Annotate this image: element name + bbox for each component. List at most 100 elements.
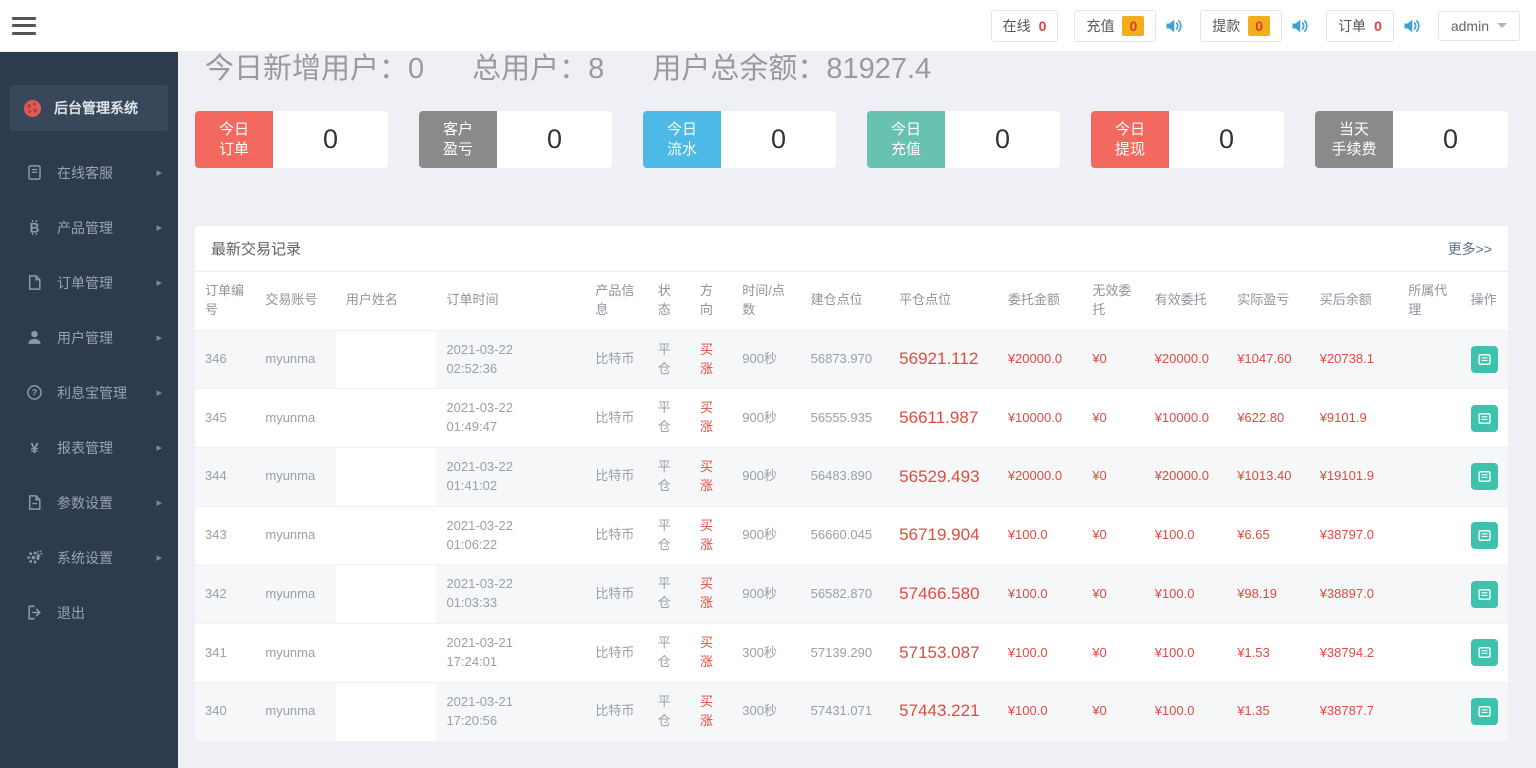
cell-close: 57443.221 — [889, 682, 998, 742]
chevron-right-icon: ▸ — [156, 387, 162, 399]
cell-valid: ¥100.0 — [1144, 506, 1228, 566]
cell-balance: ¥19101.9 — [1309, 447, 1399, 507]
stat-total-users-label: 总用户： — [472, 53, 589, 85]
stat-total-users-value: 8 — [588, 53, 605, 85]
cell-agent — [1398, 682, 1461, 742]
svg-text:B: B — [30, 219, 40, 235]
topbar-counter-group: 在线 0 — [990, 9, 1059, 42]
counter-label: 提款 — [1212, 17, 1241, 34]
sidebar-item-0[interactable]: 在线客服 ▸ — [0, 145, 178, 200]
cell-valid: ¥20000.0 — [1144, 330, 1228, 390]
sidebar-item-1[interactable]: B 产品管理 ▸ — [0, 200, 178, 255]
cell-valid: ¥100.0 — [1144, 564, 1228, 625]
chevron-right-icon: ▸ — [156, 497, 162, 509]
sidebar-item-label: 订单管理 — [57, 274, 113, 291]
sidebar-item-2[interactable]: 订单管理 ▸ — [0, 255, 178, 310]
cell-open: 56873.970 — [800, 330, 890, 390]
stat-total-balance-value: 81927.4 — [826, 53, 932, 85]
col-header-4: 产品信息 — [585, 272, 648, 331]
cell-invalid: ¥0 — [1082, 447, 1145, 507]
cell-time: 2021-03-21 17:24:01 — [436, 623, 586, 683]
sidebar-item-3[interactable]: 用户管理 ▸ — [0, 310, 178, 365]
cell-account: myunma — [255, 623, 336, 683]
admin-username: admin — [1450, 17, 1489, 34]
speaker-icon[interactable] — [1290, 16, 1310, 36]
table-row: 340 myunma 2021-03-21 17:20:56 比特币 平仓 买涨 300秒 5… — [195, 682, 1508, 742]
col-header-10: 委托金额 — [997, 272, 1083, 331]
cell-duration: 900秒 — [732, 506, 801, 566]
cell-time: 2021-03-22 01:03:33 — [436, 564, 586, 625]
sidebar-item-5[interactable]: ¥ 报表管理 ▸ — [0, 420, 178, 475]
cell-invalid: ¥0 — [1082, 330, 1145, 390]
cell-direction: 买涨 — [689, 506, 733, 566]
cell-product: 比特币 — [585, 564, 648, 625]
col-header-5: 状态 — [647, 272, 690, 331]
trades-table: 订单编号 交易账号 用户姓名 订单时间 产品信息 状态 方向 时间/点数 建仓点位 平仓点位 委托金… — [195, 272, 1508, 742]
row-detail-button[interactable] — [1470, 346, 1498, 374]
sidebar-item-7[interactable]: 系统设置 ▸ — [0, 530, 178, 585]
cell-duration: 900秒 — [732, 388, 801, 449]
stat-card-label: 今日 提现 — [1091, 111, 1169, 168]
cell-account: myunma — [255, 682, 336, 742]
cell-profit: ¥6.65 — [1227, 506, 1310, 566]
cell-direction: 买涨 — [689, 564, 733, 625]
topbar-counter-group: 提款 0 — [1200, 9, 1310, 42]
cell-status: 平仓 — [647, 623, 690, 683]
topbar-counter-1[interactable]: 充值 0 — [1074, 9, 1157, 42]
cell-product: 比特币 — [585, 506, 648, 566]
row-detail-button[interactable] — [1470, 639, 1498, 667]
row-detail-button[interactable] — [1470, 580, 1498, 608]
cell-name — [335, 330, 437, 390]
table-row: 346 myunma 2021-03-22 02:52:36 比特币 平仓 买涨 900秒 5… — [195, 330, 1508, 390]
cell-close: 57153.087 — [889, 623, 998, 683]
speaker-icon[interactable] — [1402, 16, 1422, 36]
col-header-8: 建仓点位 — [800, 272, 890, 331]
chevron-right-icon: ▸ — [156, 167, 162, 179]
sidebar-item-8[interactable]: 退出 — [0, 585, 178, 640]
sidebar-item-6[interactable]: 参数设置 ▸ — [0, 475, 178, 530]
sidebar-item-4[interactable]: ? 利息宝管理 ▸ — [0, 365, 178, 420]
col-header-14: 买后余额 — [1309, 272, 1399, 331]
row-detail-button[interactable] — [1470, 463, 1498, 491]
cell-amount: ¥100.0 — [997, 506, 1083, 566]
topbar-counter-3[interactable]: 订单 0 — [1326, 9, 1394, 42]
cell-direction: 买涨 — [689, 447, 733, 507]
topbar-counter-2[interactable]: 提款 0 — [1200, 9, 1283, 42]
cell-valid: ¥100.0 — [1144, 623, 1228, 683]
sidebar-brand[interactable]: 后台管理系统 — [10, 85, 168, 131]
row-detail-button[interactable] — [1470, 404, 1498, 432]
admin-dropdown[interactable]: admin — [1437, 10, 1520, 41]
cell-account: myunma — [255, 506, 336, 566]
bitcoin-icon: B — [26, 219, 43, 236]
cell-agent — [1398, 564, 1461, 625]
stat-total-users: 总用户：8 — [472, 45, 604, 87]
sidebar-item-label: 用户管理 — [57, 329, 113, 346]
cell-agent — [1398, 388, 1461, 449]
cell-open: 56660.045 — [800, 506, 890, 566]
col-header-7: 时间/点数 — [732, 272, 801, 331]
stat-card-label: 今日 流水 — [643, 111, 721, 168]
topbar-counter-0[interactable]: 在线 0 — [990, 9, 1059, 42]
cell-op — [1460, 330, 1508, 390]
row-detail-button[interactable] — [1470, 522, 1498, 550]
cell-id: 345 — [195, 388, 256, 449]
cell-account: myunma — [255, 564, 336, 625]
counter-value: 0 — [1122, 15, 1145, 36]
chevron-right-icon: ▸ — [156, 442, 162, 454]
col-header-3: 订单时间 — [436, 272, 586, 331]
stat-card-value: 0 — [721, 111, 836, 168]
sidebar-item-label: 报表管理 — [57, 439, 113, 456]
cell-amount: ¥100.0 — [997, 682, 1083, 742]
cell-balance: ¥38787.7 — [1309, 682, 1399, 742]
cell-account: myunma — [255, 388, 336, 449]
panel-title: 最新交易记录 — [211, 241, 302, 258]
row-detail-button[interactable] — [1470, 698, 1498, 726]
cell-open: 56555.935 — [800, 388, 890, 449]
hamburger-menu-icon[interactable] — [12, 16, 36, 35]
book-icon — [26, 164, 43, 181]
speaker-icon[interactable] — [1164, 16, 1184, 36]
cell-id: 346 — [195, 330, 256, 390]
stat-card-value: 0 — [1393, 111, 1508, 168]
more-link[interactable]: 更多>> — [1447, 240, 1492, 257]
col-header-6: 方向 — [689, 272, 733, 331]
